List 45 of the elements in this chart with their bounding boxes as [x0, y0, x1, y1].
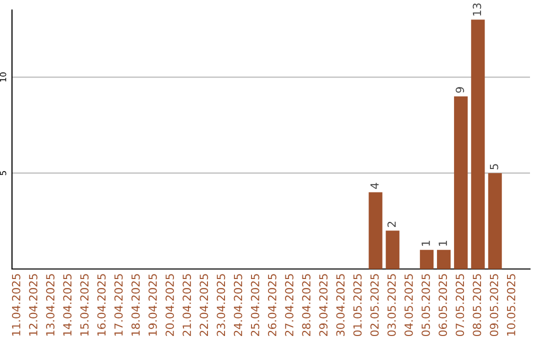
x-tick-label: 21.04.2025	[182, 274, 192, 336]
data-label: 4	[370, 182, 379, 189]
x-tick-label: 02.05.2025	[370, 274, 379, 336]
bar	[368, 192, 382, 269]
data-label: 1	[422, 240, 430, 246]
x-tick-label: 16.04.2025	[97, 274, 106, 336]
x-tick-label: 19.04.2025	[148, 274, 157, 336]
x-tick-label: 10.05.2025	[506, 274, 516, 336]
data-label: 2	[387, 222, 396, 227]
bar	[488, 173, 502, 269]
x-tick-label: 25.04.2025	[250, 274, 260, 336]
x-tick-label: 08.05.2025	[472, 274, 482, 336]
x-tick-label: 27.04.2025	[285, 274, 294, 336]
data-label: 1	[438, 240, 447, 246]
bar	[471, 20, 485, 269]
x-tick-label: 22.04.2025	[200, 274, 208, 336]
x-tick-label: 09.05.2025	[490, 274, 498, 336]
x-tick-label: 06.05.2025	[438, 274, 448, 336]
x-tick-label: 23.04.2025	[216, 274, 226, 336]
x-tick-label: 18.04.2025	[131, 274, 140, 336]
bar	[436, 250, 451, 269]
x-tick-label: 26.04.2025	[268, 274, 276, 336]
x-tick-label: 14.04.2025	[63, 274, 72, 336]
data-label: 13	[472, 3, 482, 16]
x-tick-label: 28.04.2025	[302, 274, 310, 336]
bar	[420, 250, 434, 269]
x-tick-label: 03.05.2025	[387, 274, 396, 336]
x-tick-label: 13.04.2025	[46, 274, 54, 336]
data-label: 9	[456, 87, 464, 93]
y-tick-label: 10	[0, 72, 6, 82]
x-tick-label: 05.05.2025	[422, 274, 430, 336]
x-tick-label: 07.05.2025	[456, 274, 464, 336]
x-tick-label: 01.05.2025	[353, 274, 362, 336]
x-tick-label: 15.04.2025	[80, 274, 89, 336]
x-tick-label: 29.04.2025	[319, 274, 328, 336]
data-label: 5	[490, 164, 498, 170]
bar	[454, 96, 468, 269]
x-tick-label: 30.04.2025	[336, 274, 345, 336]
x-tick-label: 24.04.2025	[234, 274, 242, 336]
x-tick-label: 17.04.2025	[114, 274, 123, 336]
x-tick-label: 11.04.2025	[12, 274, 20, 336]
x-tick-label: 12.04.2025	[29, 274, 38, 336]
bar	[386, 230, 400, 269]
x-tick-label: 04.05.2025	[404, 274, 413, 336]
x-tick-label: 20.04.2025	[166, 274, 174, 336]
